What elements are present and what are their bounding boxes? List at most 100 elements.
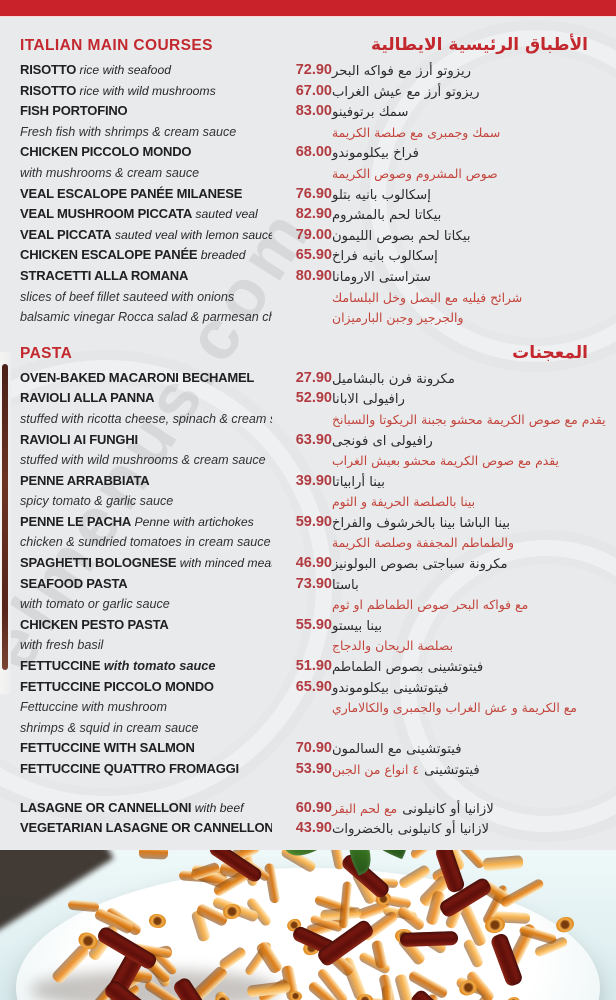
item-text-en: with tomato or garlic sauce [20,594,272,615]
item-subtitle-en: sauted veal [192,207,258,222]
penne-piece [338,881,353,929]
item-name-ar: لازانيا أو كانيلونى [402,801,494,817]
item-text-en: Fettuccine with mushroom [20,697,272,718]
item-text-ar: فيتوتشينى ٤ انواع من الجبن [332,759,588,780]
item-price: 43.90 [295,820,332,837]
menu-item-row: SEAFOOD PASTA 73.90 باستا [20,574,588,595]
item-price [272,532,332,553]
item-price: 76.90 [295,185,332,202]
penne-tube-end [288,989,303,1000]
item-text-ar: يقدم مع صوص الكريمة محشو بجبنة الريكوتا … [332,409,606,430]
item-price: 68.00 [295,144,332,161]
item-name-ar: ريزوتو أرز مع فواكه البحر [332,64,471,79]
item-text-en: FETTUCCINE QUATTRO FROMAGGI [20,759,272,780]
item-name-ar: مكرونة فرن بالبشاميل [332,371,455,387]
item-price: 82.90 [295,206,332,223]
item-name-ar: فيتوتشينى بصوص الطماطم [332,660,484,676]
penne-piece [67,899,100,913]
item-price: 63.90 [295,431,332,448]
item-text-en: VEGETARIAN LASAGNE OR CANNELLONI [20,818,272,839]
item-name-ar: رافيولى اى فونجى [332,433,433,449]
item-text-en: VEAL PICCATA sauted veal with lemon sauc… [20,225,272,246]
item-text-en: RISOTTO rice with seafood [20,60,272,81]
item-price: 70.90 [295,740,332,757]
item-price: 72.90 [295,62,332,78]
menu-item-row: FISH PORTOFINO 83.00 سمك برتوفينو [20,101,588,122]
penne-piece [397,863,432,890]
item-name-ar: فيتوتشينى [424,763,480,778]
item-text-ar: لازانيا أو كانيلونى بالخضروات [332,818,588,839]
item-text-en: RISOTTO rice with wild mushrooms [20,81,272,102]
top-red-bar [0,0,616,16]
item-subtitle-en: with beef [191,800,244,815]
item-name-en: FETTUCCINE QUATTRO FROMAGGI [20,761,239,776]
item-text-en: LASAGNE OR CANNELLONI with beef [20,798,272,819]
menu-item-row: STRACETTI ALLA ROMANA 80.90 ستراستى الاروم… [20,266,588,287]
item-text-ar: رافيولى اى فونجى [332,430,588,451]
item-name-en: RISOTTO [20,62,77,77]
item-text-ar: إسكالوب بانيه فراخ [332,245,588,266]
item-text-en: FISH PORTOFINO [20,101,272,122]
item-text-en: spicy tomato & garlic sauce [20,491,272,512]
menu-desc-row: with fresh basil بصلصة الريحان والدجاج [20,635,588,656]
item-price: 83.00 [295,103,332,120]
item-description-en: with mushrooms & cream sauce [20,165,200,180]
item-name-en: SEAFOOD PASTA [20,575,128,591]
menu-item-row: FETTUCCINE WITH SALMON 70.90 فيتوتشينى مع … [20,738,588,759]
item-text-ar: فيتوتشينى بصوص الطماطم [332,656,588,677]
item-description-en: shrimps & squid in cream sauce [20,720,199,735]
item-text-ar: مكرونة سباجتى بصوص البولونيز [332,553,588,574]
menu-section: ITALIAN MAIN COURSES الأطباق الرئيسية الا… [20,30,588,328]
menu-item-row: PENNE ARRABBIATA 39.90 بينا أرابياتا [20,471,588,492]
penne-tube-end [356,993,373,1000]
item-text-en: CHICKEN PESTO PASTA [20,615,272,636]
item-name-en: FETTUCCINE PICCOLO MONDO [20,678,214,694]
item-text-en: Fresh fish with shrimps & cream sauce [20,122,272,143]
item-text-en: FETTUCCINE with tomato sauce [20,656,272,677]
item-text-ar: سمك وجمبرى مع صلصة الكريمة [332,122,588,143]
item-name-en: SPAGHETTI BOLOGNESE [20,555,177,571]
item-name-ar: سمك برتوفينو [332,105,409,121]
item-text-ar: بينا الباشا بينا بالخرشوف والفراخ [332,512,588,533]
penne-tube-end [506,995,522,1000]
menu-item-row: VEAL MUSHROOM PICCATA sauted veal 82.90 بي… [20,204,588,225]
item-name-ar: بيكاتا لحم بالمشروم [332,208,442,224]
item-text-en: CHICKEN PICCOLO MONDO [20,142,272,163]
item-text-ar: بيكاتا لحم بصوص الليمون [332,225,588,246]
item-text-ar: بينا بالصلصة الحريفة و الثوم [332,491,588,512]
item-price: 55.90 [295,616,332,633]
item-price [272,697,332,718]
item-text-ar: يقدم مع صوص الكريمة محشو بعيش الغراب [332,450,588,471]
item-description-en: Fettuccine with mushroom [20,700,167,715]
menu-item-row: FETTUCCINE with tomato sauce 51.90 فيتوتشي… [20,656,588,677]
item-price [272,718,332,739]
item-text-en: FETTUCCINE PICCOLO MONDO [20,677,272,698]
item-price: 73.90 [295,575,332,592]
item-text-ar: بيكاتا لحم بالمشروم [332,204,588,225]
item-description-ar: والجرجير وجبن البارميزان [332,310,464,326]
item-name-ar: باستا [332,577,359,593]
item-text-en: slices of beef fillet sauteed with onion… [20,287,272,308]
item-subtitle-en: with minced meat [176,556,272,571]
item-subtitle-en: sauted veal with lemon sauce [111,227,272,242]
item-description-en: stuffed with wild mushrooms & cream sauc… [20,453,266,468]
item-name-en: FETTUCCINE WITH SALMON [20,740,195,756]
section-title-ar: الأطباق الرئيسية الايطالية [371,35,588,55]
item-description-ar: مع فواكه البحر صوص الطماطم او ثوم [332,597,529,613]
menu-desc-row: Fresh fish with shrimps & cream sauce سمك… [20,122,588,143]
item-price: 46.90 [295,555,332,572]
item-price: 65.90 [295,247,332,264]
item-description-en: balsamic vinegar Rocca salad & parmesan … [20,310,272,325]
item-description-ar: سمك وجمبرى مع صلصة الكريمة [332,124,501,140]
item-name-en: RAVIOLI ALLA PANNA [20,390,155,406]
item-subtitle-en: breaded [197,248,246,263]
section-header: ITALIAN MAIN COURSES الأطباق الرئيسية الا… [20,30,588,60]
item-name-en: CHICKEN PICCOLO MONDO [20,144,192,160]
menu-desc-row: spicy tomato & garlic sauce بينا بالصلصة … [20,491,588,512]
pasta-mound [40,850,580,1000]
section-header: PASTA المعجنات [20,338,588,368]
menu-item-row: OVEN-BAKED MACARONI BECHAMEL 27.90 مكرونة … [20,368,588,389]
item-price [272,122,332,143]
item-text-ar: والجرجير وجبن البارميزان [332,307,588,328]
menu-item-row: RAVIOLI ALLA PANNA 52.90 رافيولى الابانا [20,388,588,409]
